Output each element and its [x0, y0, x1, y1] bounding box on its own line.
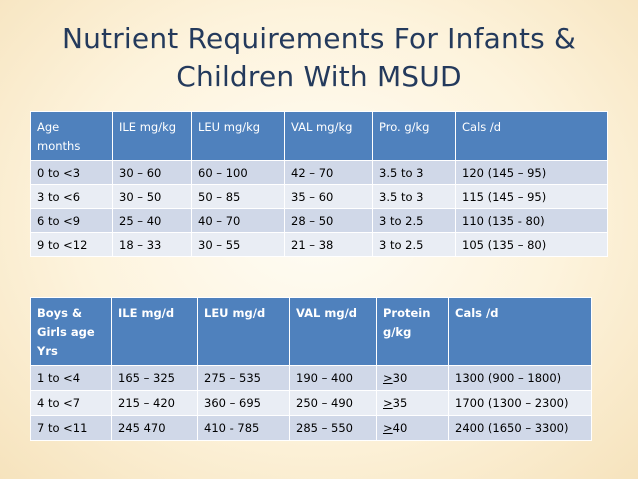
table-header-row: Age months ILE mg/kg LEU mg/kg VAL mg/kg…	[30, 111, 608, 161]
cell: 35 – 60	[284, 184, 373, 209]
infants-requirements-table: Age months ILE mg/kg LEU mg/kg VAL mg/kg…	[30, 111, 608, 257]
header-val: VAL mg/d	[289, 297, 377, 366]
cell: 0 to <3	[30, 160, 113, 185]
header-protein: Pro. g/kg	[372, 111, 456, 161]
table-row: 4 to <7 215 – 420 360 – 695 250 – 490 >3…	[30, 390, 592, 416]
title-line-1: Nutrient Requirements For Infants &	[61, 22, 577, 55]
greater-equal-symbol: >	[383, 396, 393, 410]
cell: >35	[376, 390, 449, 416]
header-protein: Protein g/kg	[376, 297, 449, 366]
table-row: 3 to <6 30 – 50 50 – 85 35 – 60 3.5 to 3…	[30, 184, 608, 209]
table-row: 0 to <3 30 – 60 60 – 100 42 – 70 3.5 to …	[30, 160, 608, 185]
cell: 1 to <4	[30, 365, 112, 391]
cell: >30	[376, 365, 449, 391]
cell: 165 – 325	[111, 365, 198, 391]
table-row: 6 to <9 25 – 40 40 – 70 28 – 50 3 to 2.5…	[30, 208, 608, 233]
cell: >40	[376, 415, 449, 441]
header-val: VAL mg/kg	[284, 111, 373, 161]
table-header-row: Boys & Girls age Yrs ILE mg/d LEU mg/d V…	[30, 297, 592, 366]
cell: 7 to <11	[30, 415, 112, 441]
protein-value: 30	[392, 371, 408, 385]
header-cals: Cals /d	[448, 297, 592, 366]
cell: 120 (145 – 95)	[455, 160, 608, 185]
cell: 4 to <7	[30, 390, 112, 416]
cell: 3.5 to 3	[372, 184, 456, 209]
cell: 3.5 to 3	[372, 160, 456, 185]
cell: 28 – 50	[284, 208, 373, 233]
cell: 245 470	[111, 415, 198, 441]
cell: 3 to 2.5	[372, 208, 456, 233]
cell: 1700 (1300 – 2300)	[448, 390, 592, 416]
children-requirements-table: Boys & Girls age Yrs ILE mg/d LEU mg/d V…	[30, 297, 592, 441]
greater-equal-symbol: >	[383, 371, 393, 385]
cell: 40 – 70	[191, 208, 285, 233]
cell: 50 – 85	[191, 184, 285, 209]
cell: 410 - 785	[197, 415, 290, 441]
cell: 285 – 550	[289, 415, 377, 441]
cell: 21 – 38	[284, 232, 373, 257]
cell: 105 (135 – 80)	[455, 232, 608, 257]
cell: 25 – 40	[112, 208, 192, 233]
cell: 30 – 50	[112, 184, 192, 209]
header-ile: ILE mg/d	[111, 297, 198, 366]
cell: 250 – 490	[289, 390, 377, 416]
cell: 1300 (900 – 1800)	[448, 365, 592, 391]
cell: 30 – 60	[112, 160, 192, 185]
header-cals: Cals /d	[455, 111, 608, 161]
header-leu: LEU mg/d	[197, 297, 290, 366]
greater-equal-symbol: >	[383, 421, 393, 435]
cell: 30 – 55	[191, 232, 285, 257]
cell: 18 – 33	[112, 232, 192, 257]
cell: 9 to <12	[30, 232, 113, 257]
cell: 115 (145 – 95)	[455, 184, 608, 209]
cell: 110 (135 - 80)	[455, 208, 608, 233]
header-age-yrs: Boys & Girls age Yrs	[30, 297, 112, 366]
table-row: 1 to <4 165 – 325 275 – 535 190 – 400 >3…	[30, 365, 592, 391]
cell: 190 – 400	[289, 365, 377, 391]
cell: 2400 (1650 – 3300)	[448, 415, 592, 441]
cell: 360 – 695	[197, 390, 290, 416]
cell: 3 to 2.5	[372, 232, 456, 257]
cell: 60 – 100	[191, 160, 285, 185]
slide-title: Nutrient Requirements For Infants & Chil…	[0, 20, 638, 96]
cell: 275 – 535	[197, 365, 290, 391]
table-row: 7 to <11 245 470 410 - 785 285 – 550 >40…	[30, 415, 592, 441]
header-ile: ILE mg/kg	[112, 111, 192, 161]
protein-value: 35	[392, 396, 408, 410]
header-age-months: Age months	[30, 111, 113, 161]
title-line-2: Children With MSUD	[176, 60, 462, 93]
cell: 3 to <6	[30, 184, 113, 209]
cell: 215 – 420	[111, 390, 198, 416]
protein-value: 40	[392, 421, 408, 435]
cell: 42 – 70	[284, 160, 373, 185]
header-leu: LEU mg/kg	[191, 111, 285, 161]
table-row: 9 to <12 18 – 33 30 – 55 21 – 38 3 to 2.…	[30, 232, 608, 257]
cell: 6 to <9	[30, 208, 113, 233]
